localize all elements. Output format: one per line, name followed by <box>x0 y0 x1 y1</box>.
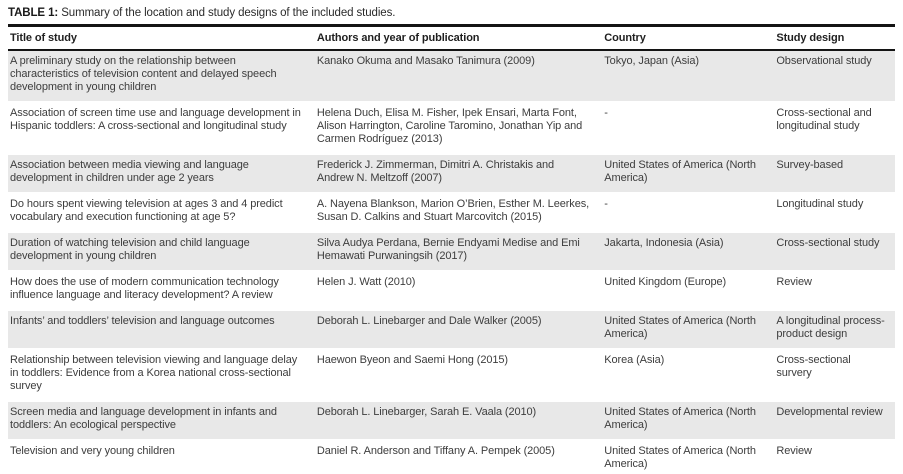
table-body: A preliminary study on the relationship … <box>8 50 895 474</box>
cell-title: Do hours spent viewing television at age… <box>8 192 315 232</box>
cell-title: Relationship between television viewing … <box>8 348 315 401</box>
table-caption: TABLE 1: Summary of the location and stu… <box>8 7 895 19</box>
cell-country: - <box>602 101 775 154</box>
cell-design: Cross-sectional survery <box>774 348 895 401</box>
cell-authors: Daniel R. Anderson and Tiffany A. Pempek… <box>314 439 603 474</box>
table-row: How does the use of modern communication… <box>8 270 895 310</box>
cell-country: United States of America (North America) <box>602 153 775 193</box>
studies-table: Title of study Authors and year of publi… <box>8 24 895 474</box>
cell-design: Developmental review <box>774 400 895 440</box>
cell-authors: Helen J. Watt (2010) <box>314 270 603 310</box>
table-row: Television and very young children Danie… <box>8 439 895 474</box>
cell-country: United Kingdom (Europe) <box>602 270 775 310</box>
column-header-authors: Authors and year of publication <box>316 32 480 44</box>
table-row: Relationship between television viewing … <box>8 348 895 401</box>
column-header-country: Country <box>604 32 646 44</box>
cell-country: Tokyo, Japan (Asia) <box>604 55 699 67</box>
cell-authors: Haewon Byeon and Saemi Hong (2015) <box>314 348 603 401</box>
cell-design: Cross-sectional and longitudinal study <box>774 101 895 154</box>
cell-country: United States of America (North America) <box>602 400 775 440</box>
cell-title: Association between media viewing and la… <box>8 153 315 193</box>
cell-country: United States of America (North America) <box>602 439 775 474</box>
table-row: Association of screen time use and langu… <box>8 101 895 154</box>
cell-country: Korea (Asia) <box>602 348 775 401</box>
column-header-title: Title of study <box>10 32 77 44</box>
cell-title: Screen media and language development in… <box>8 400 315 440</box>
cell-title: How does the use of modern communication… <box>8 270 315 310</box>
cell-country: Jakarta, Indonesia (Asia) <box>602 231 775 271</box>
cell-design: Survey-based <box>774 153 895 193</box>
header-row: Title of study Authors and year of publi… <box>8 25 895 50</box>
table-header: Title of study Authors and year of publi… <box>8 25 895 50</box>
cell-design: Observational study <box>776 55 872 67</box>
cell-authors: Silva Audya Perdana, Bernie Endyami Medi… <box>314 231 603 271</box>
table-row: Do hours spent viewing television at age… <box>8 192 895 232</box>
cell-title: Association of screen time use and langu… <box>8 101 315 154</box>
table-row: Screen media and language development in… <box>8 400 895 440</box>
cell-authors: Deborah L. Linebarger and Dale Walker (2… <box>314 309 603 349</box>
cell-design: Longitudinal study <box>774 192 895 232</box>
cell-title: Duration of watching television and chil… <box>8 231 315 271</box>
cell-title: Television and very young children <box>8 439 315 474</box>
table-row: Duration of watching television and chil… <box>8 231 895 271</box>
cell-design: Review <box>774 270 895 310</box>
cell-title: A preliminary study on the relationship … <box>10 55 277 93</box>
cell-design: Cross-sectional study <box>774 231 895 271</box>
cell-authors: Kanako Okuma and Masako Tanimura (2009) <box>316 55 535 67</box>
cell-design: A longitudinal process-product design <box>774 309 895 349</box>
cell-authors: Helena Duch, Elisa M. Fisher, Ipek Ensar… <box>314 101 603 154</box>
cell-authors: Deborah L. Linebarger, Sarah E. Vaala (2… <box>314 400 603 440</box>
cell-country: United States of America (North America) <box>602 309 775 349</box>
table-row: Association between media viewing and la… <box>8 153 895 193</box>
table-caption-label: TABLE 1: <box>8 7 59 19</box>
cell-country: - <box>602 192 775 232</box>
cell-authors: A. Nayena Blankson, Marion O’Brien, Esth… <box>314 192 603 232</box>
table-row: Infants’ and toddlers’ television and la… <box>8 309 895 349</box>
table-caption-text: Summary of the location and study design… <box>61 7 396 19</box>
column-header-design: Study design <box>776 32 845 44</box>
cell-title: Infants’ and toddlers’ television and la… <box>8 309 315 349</box>
cell-authors: Frederick J. Zimmerman, Dimitri A. Chris… <box>314 153 603 193</box>
table-row: A preliminary study on the relationship … <box>8 50 895 102</box>
cell-design: Review <box>774 439 895 474</box>
